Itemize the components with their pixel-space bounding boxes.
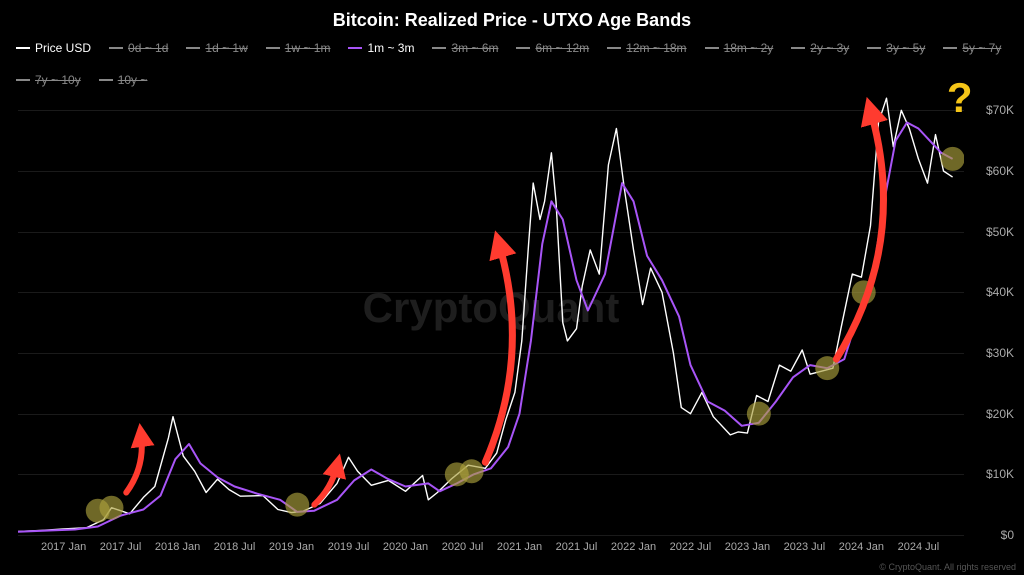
legend-swatch: [943, 47, 957, 49]
arrow-annotation: [836, 110, 883, 359]
x-tick-label: 2022 Jul: [670, 541, 712, 553]
legend-label: 6m ~ 12m: [535, 41, 589, 55]
legend-label: 1w ~ 1m: [285, 41, 331, 55]
legend-swatch: [109, 47, 123, 49]
highlight-dot: [941, 147, 964, 171]
legend-label: 12m ~ 18m: [626, 41, 686, 55]
legend-label: 18m ~ 2y: [724, 41, 774, 55]
plot-svg: [18, 80, 964, 535]
legend-item[interactable]: 2y ~ 3y: [791, 41, 849, 55]
y-tick-label: $10K: [966, 467, 1014, 481]
highlight-dot: [460, 459, 484, 483]
chart-area: CryptoQuant ?: [18, 80, 964, 535]
legend-item[interactable]: 1w ~ 1m: [266, 41, 331, 55]
grid-line: [18, 535, 964, 536]
legend-swatch: [16, 47, 30, 49]
legend-swatch: [348, 47, 362, 49]
x-axis: 2017 Jan 2017 Jul 2018 Jan 2018 Jul 2019 Jan…: [18, 541, 964, 557]
x-tick-label: 2021 Jul: [556, 541, 598, 553]
legend-label: 3m ~ 6m: [451, 41, 498, 55]
arrow-annotation: [126, 435, 142, 493]
x-tick-label: 2020 Jan: [383, 541, 428, 553]
y-tick-label: $70K: [966, 103, 1014, 117]
legend-label: 0d ~ 1d: [128, 41, 168, 55]
highlight-dot: [285, 493, 309, 517]
x-tick-label: 2019 Jan: [269, 541, 314, 553]
x-tick-label: 2017 Jul: [100, 541, 142, 553]
y-axis: $0$10K$20K$30K$40K$50K$60K$70K: [966, 80, 1014, 535]
x-tick-label: 2022 Jan: [611, 541, 656, 553]
legend-label: 2y ~ 3y: [810, 41, 849, 55]
x-tick-label: 2021 Jan: [497, 541, 542, 553]
highlight-dot: [747, 402, 771, 426]
x-tick-label: 2023 Jul: [784, 541, 826, 553]
legend-item[interactable]: 3y ~ 5y: [867, 41, 925, 55]
y-tick-label: $20K: [966, 407, 1014, 421]
x-tick-label: 2020 Jul: [442, 541, 484, 553]
legend-swatch: [607, 47, 621, 49]
series-price_usd: [18, 98, 953, 531]
legend-swatch: [266, 47, 280, 49]
legend-item[interactable]: 6m ~ 12m: [516, 41, 589, 55]
legend-item[interactable]: 1d ~ 1w: [186, 41, 247, 55]
legend-label: 1m ~ 3m: [367, 41, 414, 55]
chart-title: Bitcoin: Realized Price - UTXO Age Bands: [0, 0, 1024, 31]
x-tick-label: 2019 Jul: [328, 541, 370, 553]
legend-item[interactable]: 0d ~ 1d: [109, 41, 168, 55]
legend-item[interactable]: 12m ~ 18m: [607, 41, 686, 55]
series-band_1m_3m: [18, 123, 953, 532]
x-tick-label: 2024 Jan: [839, 541, 884, 553]
legend-swatch: [705, 47, 719, 49]
arrow-annotation: [314, 465, 337, 504]
legend-swatch: [791, 47, 805, 49]
legend-label: Price USD: [35, 41, 91, 55]
x-tick-label: 2017 Jan: [41, 541, 86, 553]
legend-item[interactable]: 18m ~ 2y: [705, 41, 774, 55]
y-tick-label: $0: [966, 528, 1014, 542]
x-tick-label: 2018 Jul: [214, 541, 256, 553]
legend-swatch: [186, 47, 200, 49]
copyright: © CryptoQuant. All rights reserved: [879, 562, 1016, 572]
y-tick-label: $30K: [966, 346, 1014, 360]
highlight-dot: [99, 496, 123, 520]
legend-item[interactable]: Price USD: [16, 41, 91, 55]
legend-swatch: [867, 47, 881, 49]
y-tick-label: $50K: [966, 225, 1014, 239]
legend-item[interactable]: 3m ~ 6m: [432, 41, 498, 55]
legend-swatch: [516, 47, 530, 49]
x-tick-label: 2018 Jan: [155, 541, 200, 553]
legend-item[interactable]: 5y ~ 7y: [943, 41, 1001, 55]
legend-item[interactable]: 1m ~ 3m: [348, 41, 414, 55]
x-tick-label: 2024 Jul: [898, 541, 940, 553]
arrow-annotation: [485, 244, 512, 462]
legend-label: 1d ~ 1w: [205, 41, 247, 55]
y-tick-label: $40K: [966, 285, 1014, 299]
legend-label: 5y ~ 7y: [962, 41, 1001, 55]
legend-swatch: [432, 47, 446, 49]
legend-label: 3y ~ 5y: [886, 41, 925, 55]
x-tick-label: 2023 Jan: [725, 541, 770, 553]
y-tick-label: $60K: [966, 164, 1014, 178]
